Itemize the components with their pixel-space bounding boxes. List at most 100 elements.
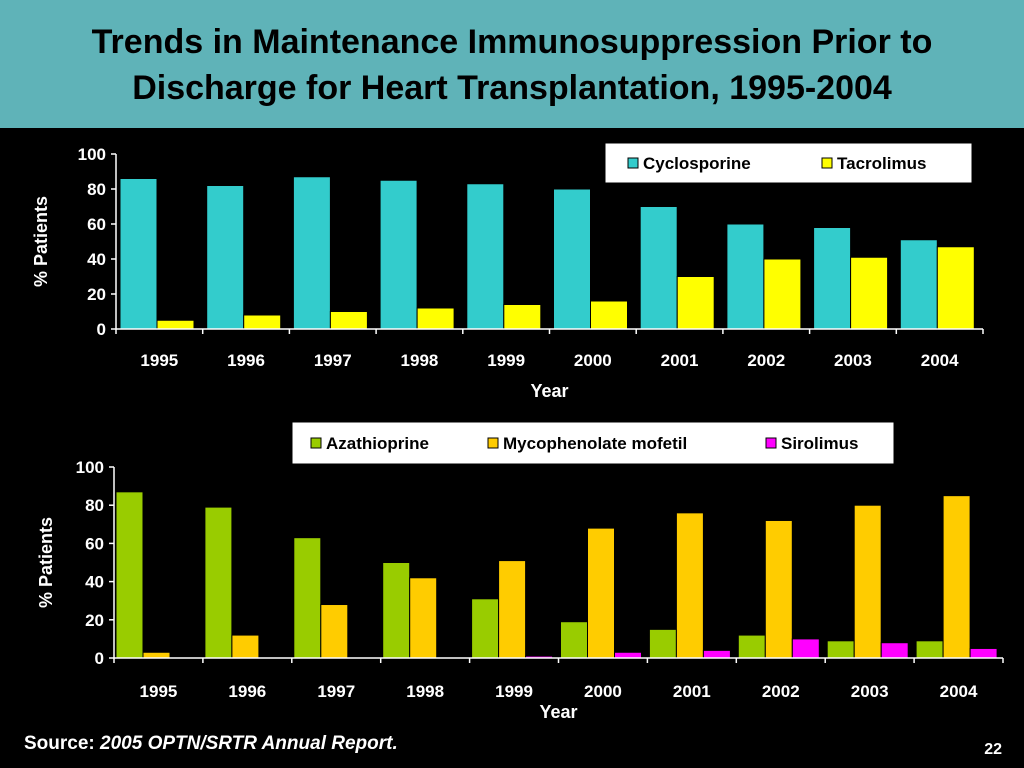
legend-swatch-sirolimus [765,437,777,449]
bar-mycophenolate-mofetil-2002 [764,519,793,659]
x-axis-title: Year [530,381,568,401]
source-label: Source: [24,733,101,754]
y-tick-label: 20 [85,611,104,630]
bar-tacrolimus-1999 [503,304,542,330]
slide-number: 22 [984,741,1002,758]
bar-tacrolimus-1998 [416,307,455,330]
bar-tacrolimus-2004 [936,246,975,330]
legend-label-mycophenolate-mofetil: Mycophenolate mofetil [503,434,687,453]
bar-azathioprine-1997 [293,537,322,659]
x-tick-label: 1998 [406,682,444,701]
bar-cyclosporine-1996 [206,185,245,330]
slide-title-line-2: Discharge for Heart Transplantation, 199… [132,69,892,107]
x-tick-label: 2004 [940,682,978,701]
x-tick-label: 1995 [140,682,178,701]
bar-azathioprine-2001 [648,628,677,659]
bar-sirolimus-2002 [791,638,820,659]
x-tick-label: 2003 [834,351,872,370]
title-bar: Trends in Maintenance Immunosuppression … [0,0,1024,128]
bar-cyclosporine-1999 [466,183,505,330]
bar-cyclosporine-2001 [639,206,678,330]
bar-tacrolimus-1997 [329,311,368,330]
x-tick-label: 2002 [762,682,800,701]
y-tick-label: 60 [85,534,104,553]
x-axis-title: Year [539,702,577,722]
bar-azathioprine-1999 [471,598,500,659]
x-tick-label: 1997 [317,682,355,701]
bar-mycophenolate-mofetil-1997 [320,604,349,659]
x-tick-label: 2001 [661,351,699,370]
bar-azathioprine-2003 [826,640,855,659]
bar-mycophenolate-mofetil-2003 [853,504,882,659]
y-tick-label: 0 [95,649,104,668]
bar-sirolimus-2000 [614,651,642,659]
x-tick-label: 1999 [495,682,533,701]
chart-calcineurin-inhibitors: 0 20 40 60 80 100 1995 1996 1997 1998 1999 2000 2001… [31,142,984,401]
bar-azathioprine-2002 [737,634,766,659]
y-tick-label: 80 [87,180,106,199]
x-tick-label: 1996 [228,682,266,701]
bar-mycophenolate-mofetil-2000 [587,527,615,659]
legend-label-sirolimus: Sirolimus [781,434,858,453]
x-tick-label: 2001 [673,682,711,701]
legend-label-azathioprine: Azathioprine [326,434,429,453]
bar-mycophenolate-mofetil-2004 [942,495,971,659]
bar-cyclosporine-1998 [379,179,418,330]
legend-label-cyclosporine: Cyclosporine [643,154,751,173]
y-tick-label: 40 [87,250,106,269]
bar-azathioprine-1996 [204,506,233,659]
x-tick-label: 1995 [140,351,178,370]
bar-tacrolimus-2003 [850,256,889,330]
y-axis-title: % Patients [36,517,56,608]
bar-sirolimus-2001 [702,649,731,659]
legend-swatch-cyclosporine [627,157,639,169]
x-tick-label: 2000 [574,351,612,370]
x-tick-label: 2004 [921,351,959,370]
y-tick-label: 40 [85,573,104,592]
bar-azathioprine-1998 [382,562,411,659]
x-tick-label: 2002 [747,351,785,370]
bar-cyclosporine-1995 [119,178,158,330]
bar-azathioprine-2000 [560,621,588,659]
bar-cyclosporine-2003 [813,227,852,330]
bar-tacrolimus-2002 [763,258,802,330]
x-tick-label: 2003 [851,682,889,701]
legend-swatch-tacrolimus [821,157,833,169]
legend-swatch-mycophenolate-mofetil [487,437,499,449]
bar-cyclosporine-2002 [726,223,765,330]
chart-antimetabolites: 0 20 40 60 80 100 1995 1996 1997 1998 1999 2000 2001… [36,421,1004,722]
y-tick-label: 0 [97,320,106,339]
y-tick-label: 80 [85,496,104,515]
legend-label-tacrolimus: Tacrolimus [837,154,926,173]
y-tick-label: 100 [78,145,106,164]
x-tick-label: 1997 [314,351,352,370]
legend-swatch-azathioprine [310,437,322,449]
bar-cyclosporine-2004 [899,239,938,330]
x-tick-label: 1999 [487,351,525,370]
y-tick-label: 20 [87,285,106,304]
x-tick-label: 1996 [227,351,265,370]
bar-sirolimus-2003 [880,642,909,659]
bar-azathioprine-1995 [115,491,144,659]
slide-title-line-1: Trends in Maintenance Immunosuppression … [91,23,933,61]
legend-box [291,421,895,465]
bar-cyclosporine-1997 [292,176,331,330]
bar-mycophenolate-mofetil-1999 [498,560,527,659]
bar-tacrolimus-2000 [590,300,628,330]
y-tick-label: 100 [76,458,104,477]
bar-tacrolimus-2001 [676,276,715,330]
bar-tacrolimus-1996 [243,314,282,330]
source-note: Source: 2005 OPTN/SRTR Annual Report. [24,733,398,755]
bar-cyclosporine-2000 [553,188,591,330]
source-citation: 2005 OPTN/SRTR Annual Report. [100,733,398,754]
bar-azathioprine-2004 [915,640,944,659]
legend-box [604,142,973,184]
bar-mycophenolate-mofetil-2001 [675,512,704,659]
y-tick-label: 60 [87,215,106,234]
bar-mycophenolate-mofetil-1996 [231,634,260,659]
bar-mycophenolate-mofetil-1995 [142,651,171,659]
x-tick-label: 1998 [401,351,439,370]
y-axis-title: % Patients [31,196,51,287]
x-tick-label: 2000 [584,682,622,701]
bar-mycophenolate-mofetil-1998 [409,577,438,659]
